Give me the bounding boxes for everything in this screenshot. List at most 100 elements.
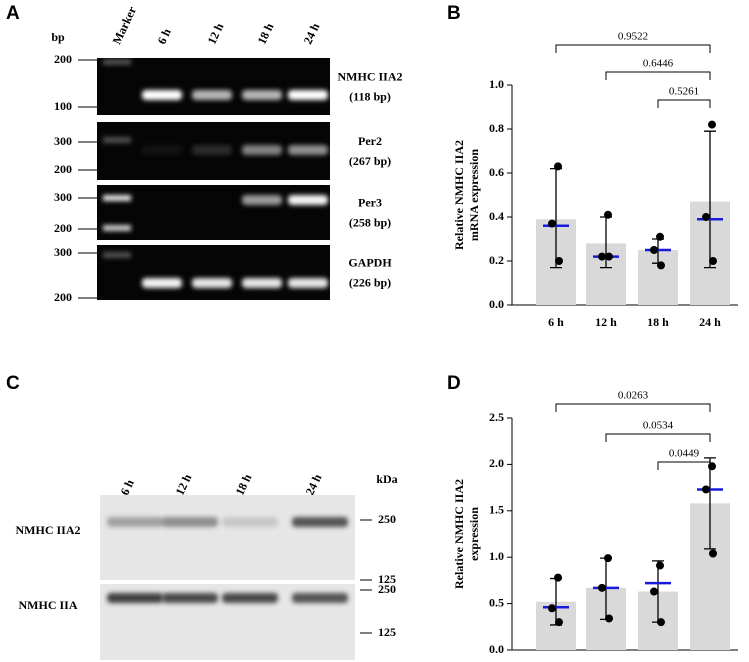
- marker-label: 200: [54, 52, 72, 66]
- lane-label: 6 h: [118, 477, 137, 497]
- bracket: [605, 71, 711, 80]
- y-tick-label: 2.5: [489, 410, 504, 424]
- band: [142, 90, 182, 100]
- data-point: [709, 257, 717, 265]
- y-tick-label: 1.5: [489, 503, 504, 517]
- blot: [100, 495, 355, 580]
- x-tick-label: 18 h: [647, 315, 669, 329]
- x-tick-label: 6 h: [548, 315, 564, 329]
- data-point: [708, 120, 716, 129]
- data-point: [548, 219, 556, 228]
- size-label: (267 bp): [349, 154, 391, 168]
- band: [242, 195, 282, 205]
- x-tick-label: 24 h: [699, 660, 721, 662]
- p-value: 0.9522: [618, 31, 648, 43]
- data-point: [605, 252, 613, 261]
- data-point: [555, 257, 563, 265]
- band: [292, 517, 348, 527]
- unit-label: bp: [51, 30, 65, 44]
- lane-label: 18 h: [255, 21, 277, 47]
- y-tick-label: 0.6: [489, 165, 504, 179]
- band: [242, 278, 282, 288]
- marker-band: [103, 225, 131, 231]
- size-label: (118 bp): [349, 89, 391, 103]
- y-tick-label: 0.0: [489, 297, 504, 311]
- marker-label: 200: [54, 221, 72, 235]
- bracket: [657, 99, 711, 108]
- error-bar: [704, 457, 716, 550]
- x-tick-label: 12 h: [595, 660, 617, 662]
- lane-label: 24 h: [301, 21, 323, 47]
- marker-label: 250: [378, 512, 396, 526]
- protein-label: NMHC IIA: [19, 598, 78, 612]
- y-tick-label: 0.0: [489, 642, 504, 656]
- y-tick-label: 0.4: [489, 209, 504, 223]
- data-point: [604, 210, 612, 219]
- data-point: [555, 618, 563, 627]
- x-tick-label: 12 h: [595, 315, 617, 329]
- bracket: [555, 44, 711, 53]
- band: [142, 278, 182, 288]
- data-point: [598, 583, 606, 592]
- lane-label: 6 h: [155, 26, 174, 46]
- data-point: [554, 162, 562, 171]
- data-point: [548, 604, 556, 613]
- gene-label: Per2: [358, 134, 382, 148]
- bracket: [657, 461, 711, 470]
- marker-band: [103, 252, 131, 258]
- x-tick-label: 18 h: [647, 660, 669, 662]
- y-axis-title: Relative NMHC IIA2: [452, 140, 466, 250]
- band: [107, 593, 163, 603]
- data-point: [709, 549, 717, 558]
- lane-label: 24 h: [303, 472, 325, 498]
- data-point: [650, 246, 658, 254]
- p-value: 0.0534: [643, 420, 674, 432]
- gene-label: NMHC IIA2: [338, 69, 403, 83]
- lane-label: Marker: [110, 4, 140, 47]
- p-value: 0.0449: [669, 448, 700, 460]
- data-point: [605, 614, 613, 623]
- panel-label: D: [447, 373, 461, 394]
- band: [292, 593, 348, 603]
- gel: [97, 185, 330, 240]
- band: [288, 195, 328, 205]
- data-point: [650, 587, 658, 596]
- marker-label: 250: [378, 582, 396, 596]
- size-label: (226 bp): [349, 275, 391, 289]
- y-tick-label: 0.5: [489, 595, 504, 609]
- marker-label: 200: [54, 162, 72, 176]
- marker-label: 200: [54, 290, 72, 304]
- band: [107, 517, 163, 527]
- data-point: [554, 573, 562, 582]
- x-tick-label: 6 h: [548, 660, 564, 662]
- panel-label: C: [6, 373, 20, 394]
- band: [288, 90, 328, 100]
- gene-label: GAPDH: [348, 255, 392, 269]
- marker-band: [103, 59, 131, 65]
- panel-label: B: [447, 3, 461, 24]
- data-point: [708, 462, 716, 471]
- band: [242, 90, 282, 100]
- marker-label: 300: [54, 245, 72, 259]
- data-point: [598, 252, 606, 261]
- band: [142, 145, 182, 155]
- band: [288, 145, 328, 155]
- unit-label: kDa: [376, 472, 397, 486]
- marker-label: 300: [54, 190, 72, 204]
- band: [192, 145, 232, 155]
- y-tick-label: 2.0: [489, 456, 504, 470]
- band: [222, 517, 278, 527]
- marker-label: 125: [378, 625, 396, 639]
- lane-label: 12 h: [205, 21, 227, 47]
- y-tick-label: 0.8: [489, 121, 504, 135]
- gel: [97, 245, 330, 300]
- bracket: [555, 403, 711, 412]
- marker-label: 100: [54, 99, 72, 113]
- band: [162, 517, 218, 527]
- data-point: [656, 561, 664, 570]
- data-point: [702, 213, 710, 221]
- x-tick-label: 24 h: [699, 315, 721, 329]
- p-value: 0.5261: [669, 86, 699, 98]
- data-point: [656, 232, 664, 241]
